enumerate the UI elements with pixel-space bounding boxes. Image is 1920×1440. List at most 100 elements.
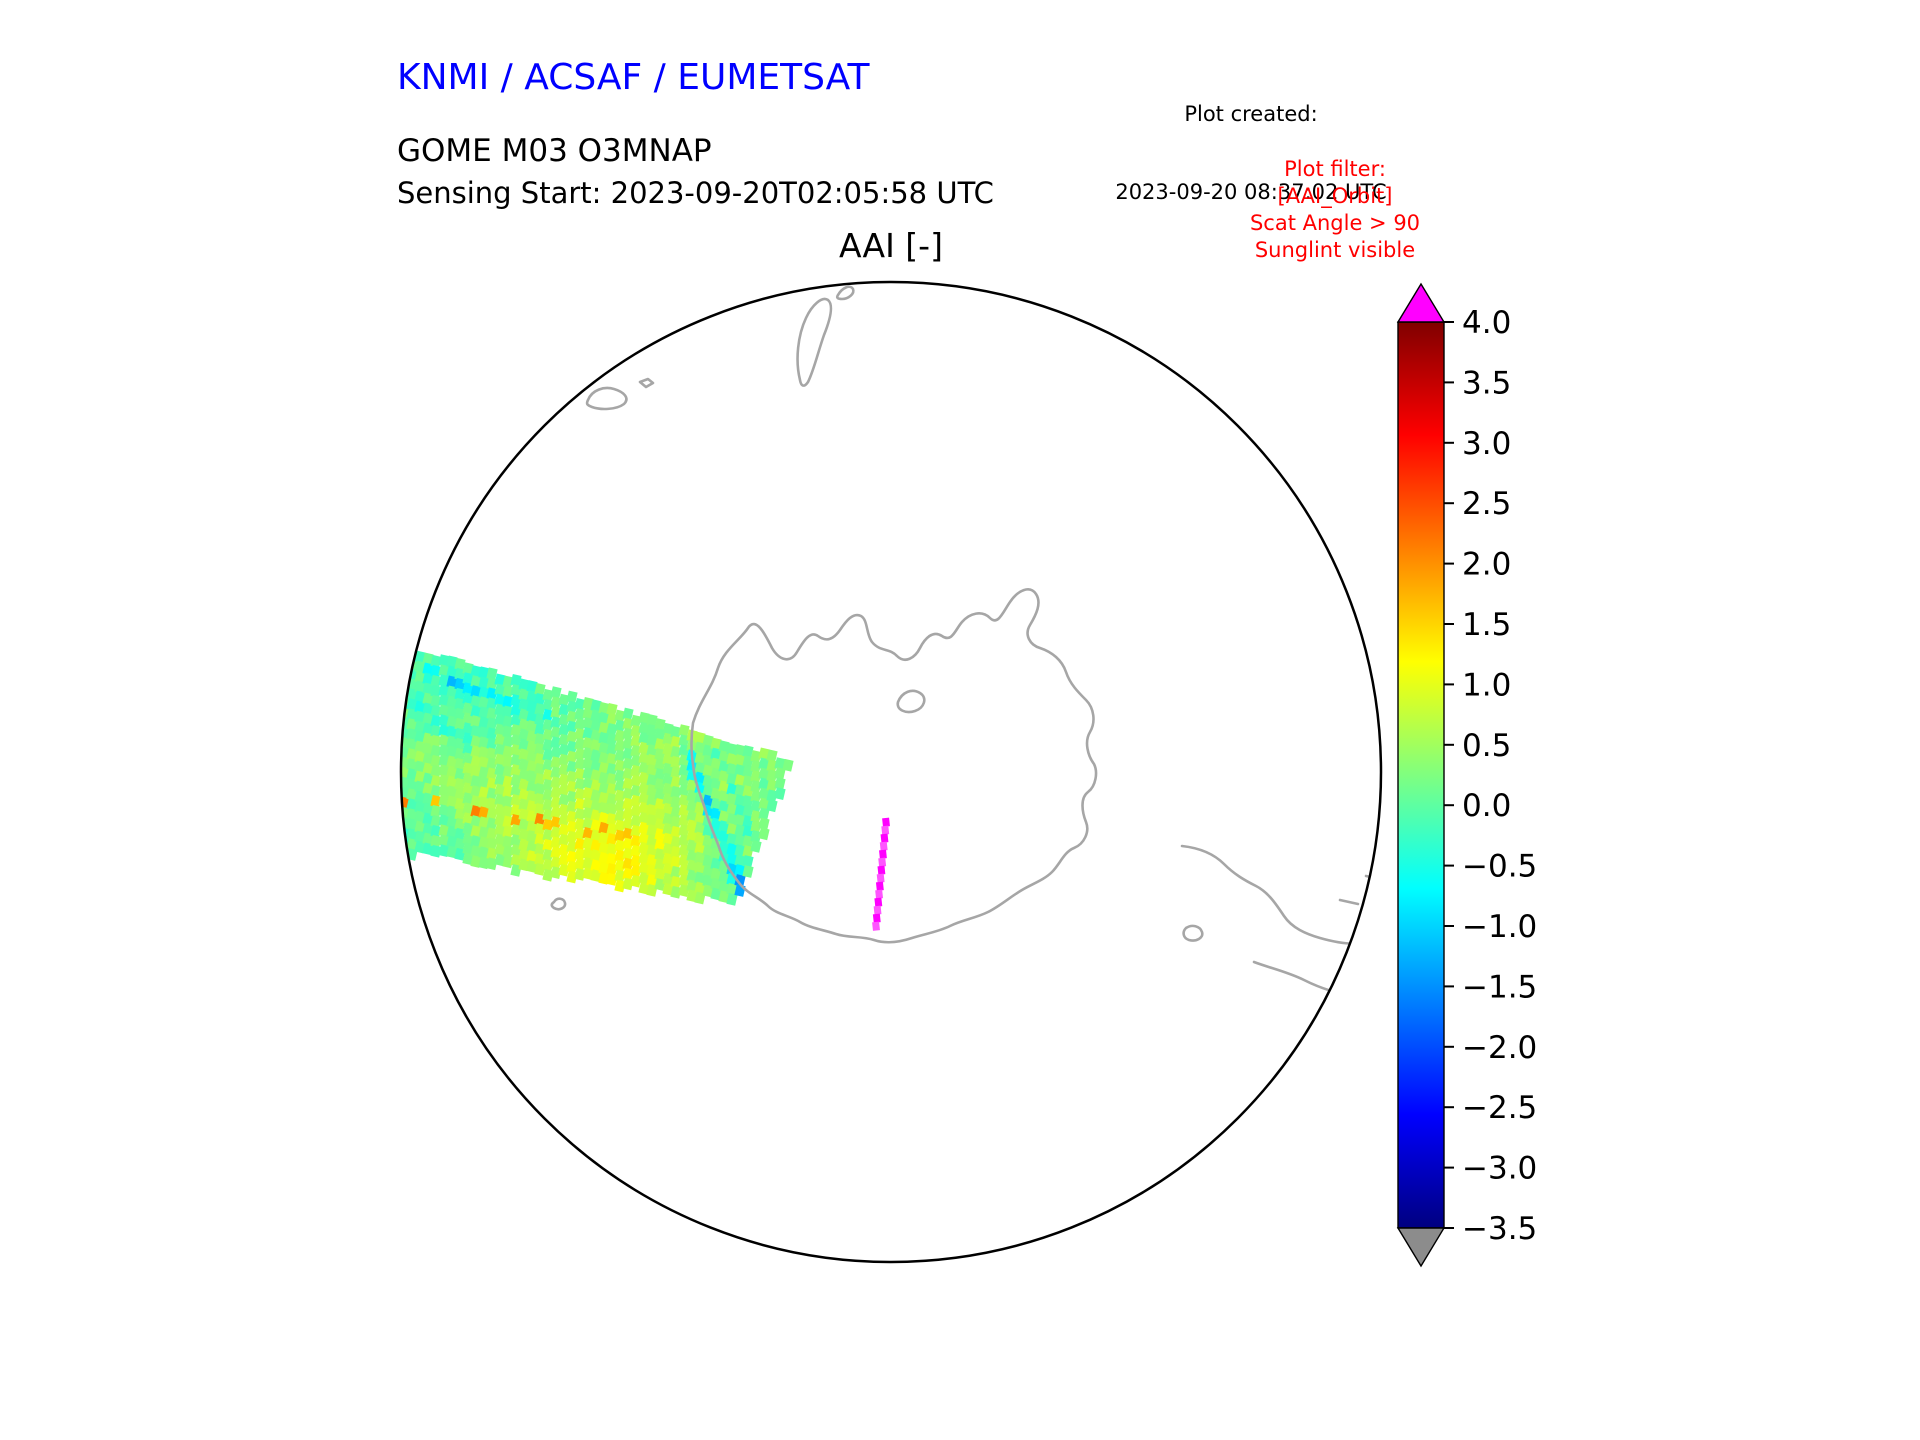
swath-cell: [478, 776, 490, 790]
swath-cell: [598, 811, 610, 825]
swath-cell: [486, 827, 498, 841]
swath-cell: [654, 728, 666, 741]
swath-cell: [742, 795, 754, 808]
swath-cell: [582, 726, 594, 740]
swath-cell: [518, 678, 530, 692]
swath-cell: [622, 717, 634, 731]
swath-cell: [454, 717, 466, 731]
swath-cell: [478, 716, 490, 730]
swath-cell: [502, 695, 514, 709]
swath-cell: [758, 747, 770, 761]
swath-cell: [638, 751, 650, 765]
swath-cell: [550, 746, 562, 759]
swath-cell: [606, 712, 618, 726]
swath-cell: [402, 656, 410, 670]
swath-cell: [438, 694, 450, 707]
swath-cell: [510, 713, 522, 727]
swath-cell: [446, 785, 458, 799]
swath-cell: [438, 704, 450, 717]
swath-cell: [654, 808, 666, 821]
swath-cell: [518, 688, 530, 702]
swath-cell: [494, 843, 506, 857]
swath-cell: [486, 687, 498, 701]
swath-cell: [486, 857, 498, 871]
swath-cell: [646, 713, 658, 727]
swath-cell: [606, 852, 618, 866]
swath-cell: [494, 833, 506, 847]
swath-cell: [622, 857, 634, 871]
swath-cell: [446, 665, 458, 679]
swath-cell: [534, 853, 546, 866]
swath-cell: [598, 741, 610, 755]
swath-cell: [494, 773, 506, 787]
swath-cell: [390, 729, 401, 742]
swath-cell: [542, 728, 554, 742]
swath-cell: [702, 734, 714, 748]
swath-cell: [638, 731, 650, 745]
swath-cell: [510, 723, 522, 737]
colorbar-tick-label: −3.0: [1462, 1151, 1537, 1187]
swath-cell: [558, 793, 570, 807]
swath-cell: [402, 786, 410, 800]
swath-cell: [566, 870, 578, 884]
swath-cell: [402, 666, 410, 680]
swath-cell: [402, 746, 410, 760]
swath-cell: [438, 824, 450, 837]
swath-cell: [510, 683, 522, 697]
sensing-start: Sensing Start: 2023-09-20T02:05:58 UTC: [397, 176, 994, 210]
swath-cell: [502, 685, 514, 699]
swath-cell: [606, 752, 618, 766]
swath-cell: [582, 866, 594, 880]
swath-cell: [470, 805, 482, 818]
swath-cell: [630, 784, 642, 798]
swath-cell: [470, 725, 482, 738]
swath-cell: [638, 831, 650, 845]
sunglint-cell: [872, 913, 881, 923]
swath-cell: [478, 676, 490, 690]
swath-cell: [654, 738, 666, 751]
swath-cell: [606, 802, 618, 816]
swath-cell: [742, 815, 754, 828]
swath-cell: [638, 711, 650, 725]
swath-cell: [614, 819, 626, 833]
swath-cell: [622, 747, 634, 761]
swath-cell: [638, 841, 650, 855]
swath-cell: [758, 827, 770, 841]
swath-cell: [550, 736, 562, 749]
swath-cell: [630, 714, 642, 728]
swath-cell: [478, 756, 490, 770]
swath-cell: [686, 889, 698, 903]
swath-cell: [510, 743, 522, 757]
swath-cell: [598, 841, 610, 855]
swath-cell: [566, 850, 578, 864]
swath-cell: [494, 713, 506, 727]
swath-cell: [550, 796, 562, 809]
swath-cell: [630, 774, 642, 788]
swath-cell: [750, 780, 762, 793]
swath-cell: [502, 785, 514, 799]
swath-cell: [750, 790, 762, 803]
swath-cell: [414, 790, 426, 804]
swath-cell: [502, 745, 514, 759]
swath-cell: [390, 659, 401, 672]
swath-cell: [478, 806, 490, 820]
coastline-far-right: [1180, 844, 1380, 945]
plot-filter-line: Scat Angle > 90: [1249, 211, 1421, 235]
swath-cell: [518, 748, 530, 762]
swath-cell: [726, 883, 738, 896]
coastline-mark-right: [1338, 898, 1360, 906]
swath-cell: [518, 718, 530, 732]
swath-cell: [550, 866, 562, 879]
swath-cell: [718, 740, 730, 754]
swath-cell: [422, 652, 434, 666]
swath-cell: [670, 835, 682, 849]
swath-cell: [670, 865, 682, 879]
swath-cell: [598, 831, 610, 845]
swath-cell: [390, 669, 401, 682]
swath-cell: [686, 849, 698, 863]
swath-cell: [758, 787, 770, 801]
swath-cell: [726, 833, 738, 846]
swath-cell: [678, 764, 690, 777]
swath-cell: [494, 723, 506, 737]
swath-cell: [510, 753, 522, 767]
